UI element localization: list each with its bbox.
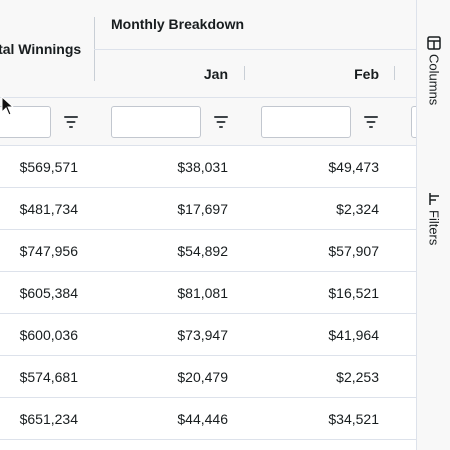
column-header-feb[interactable]: Feb (354, 66, 379, 82)
columns-tab[interactable]: Columns (421, 36, 447, 105)
cell-feb: $41,964 (328, 327, 379, 343)
filter-icon[interactable] (363, 114, 379, 130)
cell-total-winnings: $747,956 (19, 243, 78, 259)
cell-feb: $2,253 (336, 369, 379, 385)
column-resize-handle-jan[interactable] (244, 66, 245, 80)
cell-jan: $20,479 (177, 369, 228, 385)
cell-feb: $34,521 (328, 411, 379, 427)
cell-feb: $57,907 (328, 243, 379, 259)
cell-jan: $38,031 (177, 159, 228, 175)
cell-total-winnings: $600,036 (19, 327, 78, 343)
cell-total-winnings: $605,384 (19, 285, 78, 301)
cell-total-winnings: $651,234 (19, 411, 78, 427)
columns-tab-label: Columns (426, 54, 442, 106)
column-resize-handle-feb[interactable] (394, 66, 395, 80)
filter-input-feb[interactable] (261, 106, 351, 138)
filter-input-next-column[interactable] (411, 106, 416, 138)
filters-icon (429, 193, 439, 205)
data-grid: Total Winnings Monthly Breakdown Jan Feb… (0, 0, 416, 440)
table-row[interactable]: $600,036 $73,947 $41,964 (0, 314, 416, 356)
column-header-total-winnings[interactable]: Total Winnings (0, 41, 82, 57)
table-row[interactable]: $651,234 $44,446 $34,521 (0, 398, 416, 440)
cell-jan: $73,947 (177, 327, 228, 343)
side-bar: Columns Filters (416, 0, 450, 450)
cell-jan: $54,892 (177, 243, 228, 259)
cell-feb: $2,324 (336, 201, 379, 217)
mouse-cursor-icon (1, 96, 15, 116)
filter-icon[interactable] (213, 114, 229, 130)
table-row[interactable]: $481,734 $17,697 $2,324 (0, 188, 416, 230)
column-group-monthly-breakdown[interactable]: Monthly Breakdown (111, 16, 245, 32)
cell-feb: $16,521 (328, 285, 379, 301)
table-row[interactable]: $574,681 $20,479 $2,253 (0, 356, 416, 398)
cell-total-winnings: $574,681 (19, 369, 78, 385)
cell-total-winnings: $569,571 (19, 159, 78, 175)
cell-jan: $44,446 (177, 411, 228, 427)
filter-row-divider (0, 97, 416, 98)
table-row[interactable]: $569,571 $38,031 $49,473 (0, 146, 416, 188)
cell-feb: $49,473 (328, 159, 379, 175)
filter-icon[interactable] (63, 114, 79, 130)
filters-tab[interactable]: Filters (421, 192, 447, 245)
column-header-jan[interactable]: Jan (203, 66, 228, 82)
table-row[interactable]: $747,956 $54,892 $57,907 (0, 230, 416, 272)
cell-jan: $81,081 (177, 285, 228, 301)
grid-header: Total Winnings Monthly Breakdown Jan Feb (0, 0, 416, 146)
filters-tab-label: Filters (426, 210, 442, 246)
filter-input-jan[interactable] (111, 106, 201, 138)
group-header-divider (94, 49, 416, 50)
table-row[interactable]: $605,384 $81,081 $16,521 (0, 272, 416, 314)
cell-total-winnings: $481,734 (19, 201, 78, 217)
columns-icon (427, 36, 441, 50)
cell-jan: $17,697 (177, 201, 228, 217)
